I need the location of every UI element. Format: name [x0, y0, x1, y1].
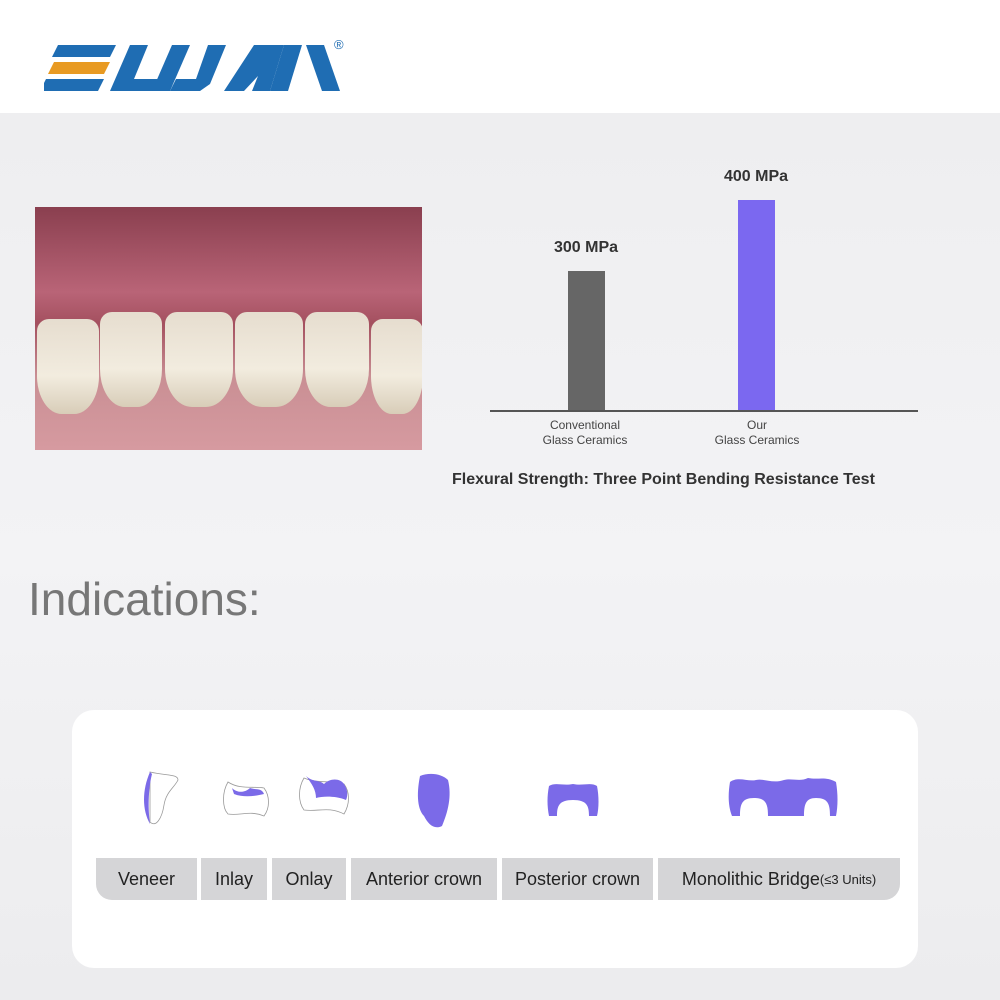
data-label-conventional: 300 MPa	[553, 239, 619, 256]
svg-text:®: ®	[334, 38, 344, 52]
bar-our	[738, 200, 775, 410]
label-monolithic-bridge: Monolithic Bridge (≤3 Units)	[658, 858, 900, 900]
indications-heading: Indications:	[28, 573, 261, 625]
data-label-our: 400 MPa	[723, 168, 789, 185]
category-label-our: Our Glass Ceramics	[687, 418, 827, 448]
chart-title: Flexural Strength: Three Point Bending R…	[452, 471, 875, 488]
elijah-logo: ®	[44, 38, 344, 91]
onlay-icon	[299, 776, 349, 815]
indications-card	[72, 710, 918, 968]
label-anterior-crown: Anterior crown	[351, 858, 497, 900]
category-label-conventional: Conventional Glass Ceramics	[515, 418, 655, 448]
category-line: Our	[746, 418, 767, 432]
category-line: Glass Ceramics	[714, 433, 800, 447]
category-line: Glass Ceramics	[542, 433, 628, 447]
label-veneer: Veneer	[96, 858, 197, 900]
inlay-icon	[223, 781, 269, 817]
header: ®	[0, 0, 1000, 113]
monolithic-bridge-icon	[728, 778, 838, 816]
label-inlay: Inlay	[201, 858, 267, 900]
category-line: Conventional	[549, 418, 621, 432]
bar-conventional	[568, 271, 605, 410]
label-onlay: Onlay	[272, 858, 346, 900]
teeth-photo	[35, 207, 422, 450]
posterior-crown-icon	[547, 784, 599, 816]
bridge-units: (≤3 Units)	[819, 871, 877, 887]
x-axis	[490, 410, 918, 412]
bridge-label: Monolithic Bridge	[681, 868, 820, 889]
veneer-icon	[144, 771, 179, 825]
anterior-crown-icon	[417, 773, 450, 828]
label-posterior-crown: Posterior crown	[502, 858, 653, 900]
